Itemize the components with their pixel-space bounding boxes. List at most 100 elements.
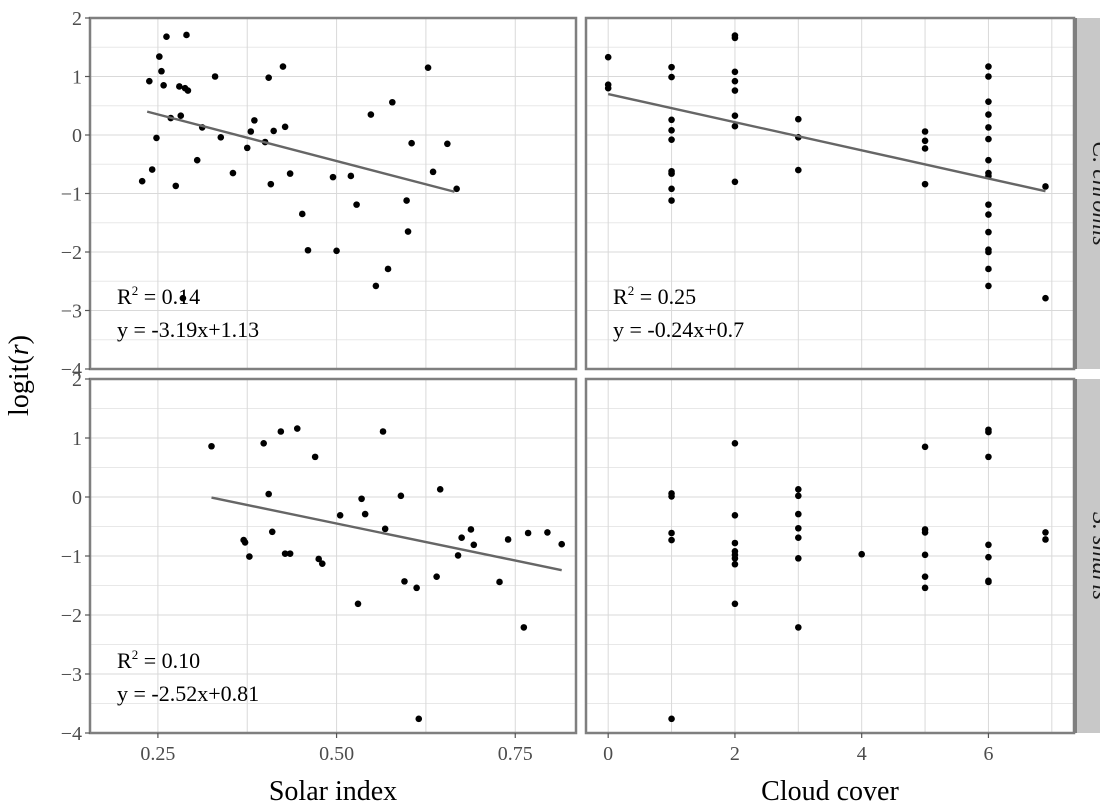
x-axis-title: Solar index: [269, 776, 397, 805]
x-tick-label: 0: [603, 743, 613, 765]
data-point: [668, 529, 675, 537]
data-point: [731, 600, 739, 608]
data-point: [985, 201, 992, 208]
data-point: [731, 440, 739, 447]
data-point: [795, 492, 802, 500]
data-point: [153, 134, 160, 142]
data-point: [1042, 183, 1049, 190]
y-tick-label: 1: [72, 67, 82, 89]
y-tick-label: −4: [61, 359, 82, 381]
data-point: [668, 116, 675, 124]
regression-equation: y = -0.24x+0.7: [613, 317, 744, 342]
y-tick-label: 2: [72, 8, 82, 30]
frame-layer: [85, 16, 1100, 738]
r-squared-label: R2 = 0.25: [613, 283, 696, 309]
data-point: [668, 136, 675, 143]
data-point: [458, 534, 465, 542]
data-point: [668, 170, 675, 177]
data-point: [921, 573, 929, 580]
y-axis-title: logit(r): [4, 335, 35, 416]
data-point: [985, 63, 992, 70]
data-point: [293, 425, 301, 432]
data-point: [520, 624, 528, 631]
data-point: [921, 180, 929, 188]
data-point: [286, 550, 294, 557]
data-point: [433, 573, 440, 580]
x-tick-label: 4: [857, 743, 867, 765]
panel-border: [584, 377, 1076, 735]
data-point: [229, 169, 237, 177]
data-point: [985, 428, 992, 436]
y-tick-label: 0: [72, 487, 82, 509]
data-point: [985, 453, 992, 461]
data-point: [260, 440, 267, 447]
y-tick-label: −1: [61, 546, 82, 568]
data-point: [985, 98, 992, 105]
data-point: [354, 600, 362, 608]
facet-strip-label: C. chromis: [1087, 141, 1100, 245]
data-point: [985, 211, 992, 218]
data-point: [251, 117, 258, 124]
data-point: [921, 551, 929, 559]
data-point: [156, 53, 163, 60]
data-point: [496, 578, 503, 586]
data-point: [668, 63, 675, 71]
data-point: [436, 486, 444, 493]
data-point: [158, 67, 165, 75]
data-point: [731, 555, 739, 562]
data-point: [247, 128, 255, 135]
y-tick-label: −2: [61, 242, 82, 264]
data-point: [318, 560, 326, 567]
data-point: [795, 115, 802, 123]
data-point: [208, 442, 215, 450]
regression-line: [607, 92, 1046, 193]
data-point: [415, 715, 423, 723]
data-point: [668, 493, 675, 500]
data-point: [558, 540, 566, 548]
data-point: [668, 127, 675, 134]
data-point: [985, 228, 992, 236]
data-point: [381, 525, 389, 533]
data-point: [183, 31, 190, 39]
data-point: [858, 550, 865, 558]
data-point: [1042, 529, 1049, 536]
data-point: [985, 135, 992, 143]
data-point: [403, 197, 410, 204]
data-point: [731, 77, 739, 85]
data-point: [281, 550, 289, 557]
regression-line: [146, 110, 455, 193]
y-tick-label: −3: [61, 664, 82, 686]
y-tick-label: −1: [61, 184, 82, 206]
data-point: [413, 584, 420, 592]
data-point: [211, 73, 219, 80]
y-tick-label: 0: [72, 125, 82, 147]
data-point: [384, 265, 392, 273]
data-point: [921, 128, 929, 135]
data-point: [268, 528, 276, 536]
data-point: [985, 111, 992, 118]
x-tick-label: 2: [730, 743, 740, 765]
data-point: [731, 68, 739, 76]
data-point: [379, 428, 387, 435]
data-point: [985, 248, 992, 256]
data-point: [281, 123, 289, 131]
data-point: [160, 81, 167, 89]
data-point: [286, 170, 294, 177]
data-point: [353, 201, 360, 208]
data-point: [241, 539, 249, 546]
x-tick-label: 0.50: [319, 743, 354, 765]
data-point: [1042, 294, 1049, 302]
data-point: [795, 510, 802, 518]
fit-lines-layer: [146, 92, 1046, 572]
data-point: [333, 247, 340, 255]
data-point: [424, 64, 432, 72]
data-point: [985, 265, 992, 273]
y-tick-label: −3: [61, 301, 82, 323]
data-point: [668, 185, 675, 193]
data-point: [329, 173, 337, 181]
facet-strip: [1076, 379, 1100, 733]
data-point: [336, 511, 344, 519]
data-point: [504, 536, 512, 543]
data-point: [372, 282, 380, 290]
